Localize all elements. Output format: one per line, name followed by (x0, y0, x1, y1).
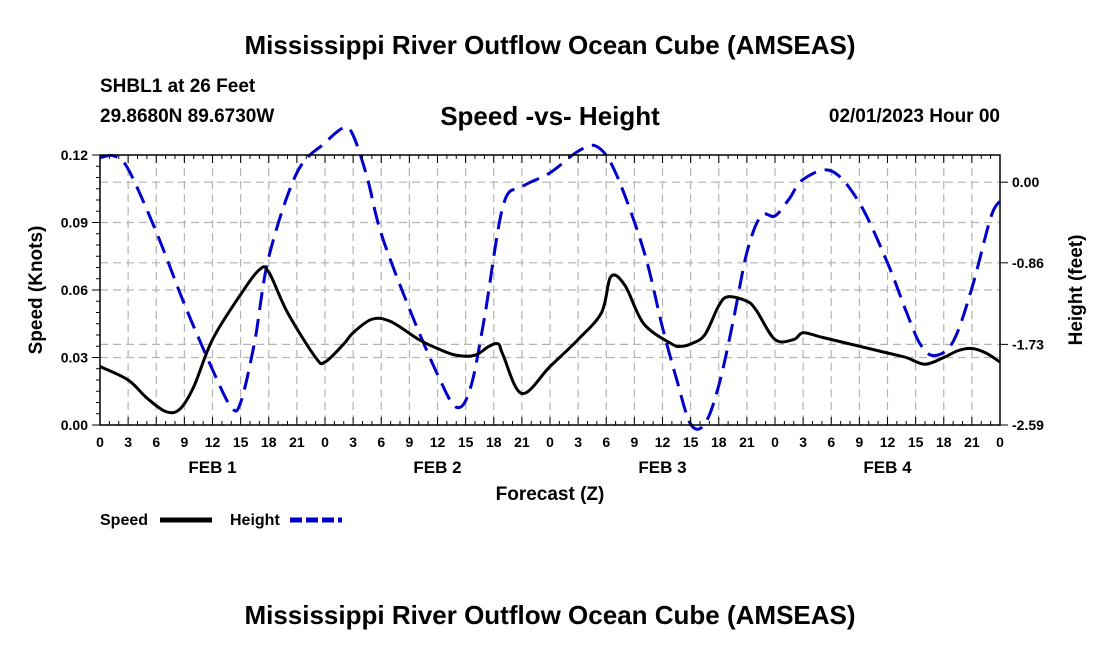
day-label: FEB 4 (863, 458, 912, 477)
day-label: FEB 1 (188, 458, 236, 477)
x-tick-label: 12 (880, 434, 896, 450)
x-tick-label: 3 (124, 434, 132, 450)
x-tick-label: 15 (233, 434, 249, 450)
x-tick-label: 0 (771, 434, 779, 450)
y2-tick-label: -0.86 (1012, 255, 1044, 271)
x-tick-label: 21 (514, 434, 530, 450)
y2-tick-label: -1.73 (1012, 336, 1044, 352)
speed-series-line (99, 265, 1001, 415)
x-tick-label: 12 (430, 434, 446, 450)
x-tick-label: 9 (855, 434, 863, 450)
station-coordinates: 29.8680N 89.6730W (100, 106, 275, 127)
grid-layer (100, 155, 1000, 426)
day-label: FEB 2 (413, 458, 461, 477)
x-tick-label: 18 (936, 434, 952, 450)
x-tick-label: 6 (827, 434, 835, 450)
station-label: SHBL1 at 26 Feet (100, 76, 256, 97)
x-tick-label: 0 (996, 434, 1004, 450)
x-tick-label: 15 (908, 434, 924, 450)
legend-label-speed: Speed (100, 512, 148, 529)
x-tick-label: 0 (96, 434, 104, 450)
speed-vs-height-chart: 0 3 6 9 12 15 18 21 0 3 6 9 12 15 18 21 0 3 6 9 12 15 18 21 0 3 6 9… (26, 125, 1087, 529)
y-tick-label: 0.00 (61, 417, 88, 433)
y-tick-label: 0.06 (61, 282, 88, 298)
x-tick-label: 15 (458, 434, 474, 450)
y-axis-title: Speed (Knots) (26, 226, 47, 355)
x-tick-label: 18 (711, 434, 727, 450)
y2-tick-label: -2.59 (1012, 417, 1044, 433)
x-tick-label: 15 (683, 434, 699, 450)
x-tick-label: 3 (574, 434, 582, 450)
y2-tick-label: 0.00 (1012, 174, 1039, 190)
tick-layer: 0 3 6 9 12 15 18 21 0 3 6 9 12 15 18 21 0 3 6 9 12 15 18 21 0 3 6 9… (61, 147, 1044, 477)
x-tick-label: 21 (964, 434, 980, 450)
y2-axis-title: Height (feet) (1066, 235, 1087, 346)
y-tick-label: 0.09 (61, 215, 88, 231)
x-tick-label: 18 (261, 434, 277, 450)
x-tick-label: 12 (655, 434, 671, 450)
y-tick-label: 0.03 (61, 350, 88, 366)
legend-label-height: Height (230, 512, 280, 529)
x-tick-label: 0 (546, 434, 554, 450)
x-tick-label: 3 (799, 434, 807, 450)
x-tick-label: 21 (739, 434, 755, 450)
x-axis-title: Forecast (Z) (496, 484, 605, 505)
day-label: FEB 3 (638, 458, 686, 477)
x-tick-label: 9 (405, 434, 413, 450)
forecast-datetime: 02/01/2023 Hour 00 (828, 106, 1000, 127)
x-tick-label: 0 (321, 434, 329, 450)
footer-title: Mississippi River Outflow Ocean Cube (AM… (244, 600, 856, 630)
x-tick-label: 12 (205, 434, 221, 450)
x-tick-label: 6 (152, 434, 160, 450)
x-tick-label: 3 (349, 434, 357, 450)
x-tick-label: 6 (377, 434, 385, 450)
chart-subtitle: Speed -vs- Height (440, 101, 660, 131)
x-tick-label: 18 (486, 434, 502, 450)
chart-main-title: Mississippi River Outflow Ocean Cube (AM… (244, 30, 856, 60)
x-tick-label: 9 (180, 434, 188, 450)
x-tick-label: 9 (630, 434, 638, 450)
x-tick-label: 6 (602, 434, 610, 450)
chart-legend: Speed Height (100, 512, 342, 529)
y-tick-label: 0.12 (61, 147, 88, 163)
x-tick-label: 21 (289, 434, 305, 450)
